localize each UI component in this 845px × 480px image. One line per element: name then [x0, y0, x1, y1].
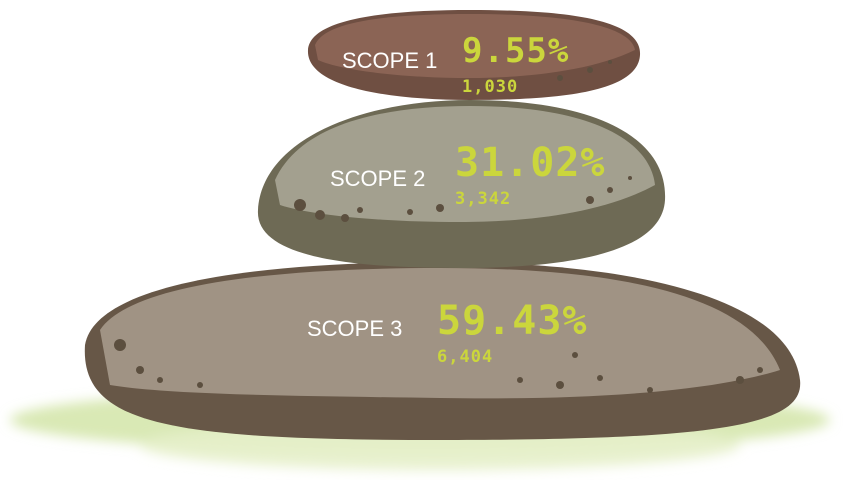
stone-label: SCOPE 2	[330, 166, 425, 191]
stone-3	[84, 262, 801, 440]
stone-1	[307, 10, 641, 100]
stone-percent: 31.02%	[455, 140, 606, 186]
stone-label: SCOPE 3	[307, 316, 402, 341]
stone-amount: 3,342	[455, 189, 511, 209]
stone-percent: 59.43%	[437, 298, 588, 344]
stone-label: SCOPE 1	[342, 48, 437, 73]
stone-amount: 1,030	[462, 77, 518, 97]
stone-2	[257, 100, 666, 268]
speckles	[114, 60, 763, 393]
stone-amount: 6,404	[437, 347, 493, 367]
stone-percent: 9.55%	[462, 31, 569, 71]
